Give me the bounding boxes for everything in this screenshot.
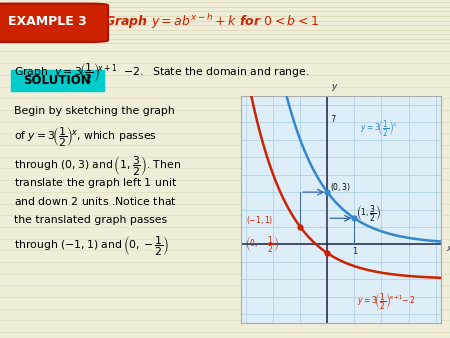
Text: EXAMPLE 3: EXAMPLE 3 — [8, 16, 86, 28]
Text: $y=3\!\left(\dfrac{1}{2}\right)^{\!x}$: $y=3\!\left(\dfrac{1}{2}\right)^{\!x}$ — [360, 119, 397, 139]
Text: 7: 7 — [331, 116, 336, 124]
Text: Graph  $y=3\!\left(\dfrac{1}{2}\right)^{\!x+1}$  $-2.$  State the domain and ran: Graph $y=3\!\left(\dfrac{1}{2}\right)^{\… — [14, 62, 309, 85]
Text: $(0, 3)$: $(0, 3)$ — [329, 180, 351, 193]
Text: of $y=3\!\left(\dfrac{1}{2}\right)^{\!x}$, which passes: of $y=3\!\left(\dfrac{1}{2}\right)^{\!x}… — [14, 126, 157, 149]
Text: $x$: $x$ — [446, 244, 450, 254]
Text: $y=3\!\left(\dfrac{1}{2}\right)^{\!x+1}\!\!-2$: $y=3\!\left(\dfrac{1}{2}\right)^{\!x+1}\… — [357, 291, 415, 312]
Bar — [11, 70, 104, 91]
Text: Graph $y = ab^{x-h} + k$ for $0 < b < 1$: Graph $y = ab^{x-h} + k$ for $0 < b < 1$ — [104, 13, 319, 31]
Text: and down $2$ units .Notice that: and down $2$ units .Notice that — [14, 195, 176, 207]
Text: $y$: $y$ — [331, 82, 339, 93]
Text: through $(0, 3)$ and $\!\left(1,\dfrac{3}{2}\right)$. Then: through $(0, 3)$ and $\!\left(1,\dfrac{3… — [14, 154, 181, 178]
Text: $\!\left(0,-\dfrac{1}{2}\right)$: $\!\left(0,-\dfrac{1}{2}\right)$ — [246, 235, 279, 255]
Text: SOLUTION: SOLUTION — [23, 74, 91, 87]
Text: 1: 1 — [352, 247, 357, 256]
Text: Begin by sketching the graph: Begin by sketching the graph — [14, 105, 174, 116]
Text: the translated graph passes: the translated graph passes — [14, 215, 166, 225]
Text: $\left(1,\dfrac{3}{2}\right)$: $\left(1,\dfrac{3}{2}\right)$ — [356, 204, 381, 224]
Text: translate the graph left $1$ unit: translate the graph left $1$ unit — [14, 176, 177, 190]
FancyBboxPatch shape — [0, 4, 108, 42]
Text: $(-1, 1)$: $(-1, 1)$ — [246, 214, 274, 226]
Text: through $(-1, 1)$ and $\!\left(0,-\dfrac{1}{2}\right)$: through $(-1, 1)$ and $\!\left(0,-\dfrac… — [14, 235, 169, 259]
